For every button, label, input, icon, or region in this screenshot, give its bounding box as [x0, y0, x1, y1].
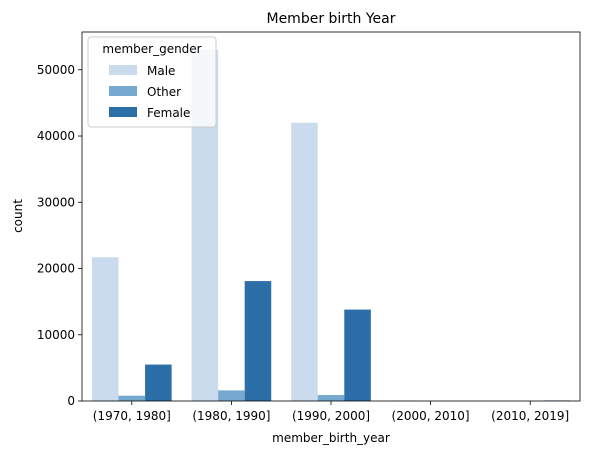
- bar-other-0: [119, 396, 146, 401]
- y-tick-label: 30000: [37, 195, 75, 209]
- chart-title: Member birth Year: [266, 11, 395, 27]
- x-tick-label: (2000, 2010]: [392, 409, 470, 423]
- legend-swatch-male: [109, 65, 137, 75]
- x-axis-label: member_birth_year: [272, 431, 390, 445]
- legend-label-male: Male: [147, 64, 175, 78]
- y-tick-label: 40000: [37, 129, 75, 143]
- bar-other-2: [318, 395, 345, 401]
- x-tick-label: (1970, 1980]: [93, 409, 171, 423]
- legend-label-other: Other: [147, 85, 181, 99]
- bar-male-2: [291, 123, 318, 401]
- y-tick-label: 50000: [37, 63, 75, 77]
- legend-title: member_gender: [102, 42, 201, 56]
- bar-female-2: [344, 310, 371, 401]
- legend-swatch-female: [109, 107, 137, 117]
- y-tick-label: 0: [67, 394, 75, 408]
- y-axis-label: count: [11, 199, 25, 233]
- y-tick-label: 20000: [37, 262, 75, 276]
- x-tick-label: (1990, 2000]: [292, 409, 370, 423]
- legend: member_gender Male Other Female: [88, 37, 216, 127]
- x-axis: (1970, 1980] (1980, 1990] (1990, 2000] (200…: [93, 401, 569, 423]
- legend-swatch-other: [109, 86, 137, 96]
- bar-female-1: [245, 281, 272, 401]
- x-tick-label: (1980, 1990]: [192, 409, 270, 423]
- y-tick-label: 10000: [37, 328, 75, 342]
- x-tick-label: (2010, 2019]: [491, 409, 569, 423]
- bar-other-1: [218, 390, 245, 401]
- bar-male-0: [92, 257, 119, 401]
- y-axis: 0 10000 20000 30000 40000 50000: [37, 63, 82, 408]
- legend-label-female: Female: [147, 106, 190, 120]
- bar-female-0: [145, 365, 172, 401]
